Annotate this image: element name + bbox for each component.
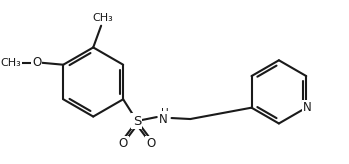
Text: S: S — [133, 114, 141, 127]
Text: O: O — [32, 56, 41, 69]
Text: H: H — [161, 108, 169, 118]
Text: O: O — [146, 137, 155, 150]
Text: CH₃: CH₃ — [93, 13, 113, 23]
Text: N: N — [159, 113, 168, 125]
Text: CH₃: CH₃ — [1, 58, 21, 68]
Text: N: N — [303, 101, 312, 114]
Text: O: O — [119, 137, 128, 150]
